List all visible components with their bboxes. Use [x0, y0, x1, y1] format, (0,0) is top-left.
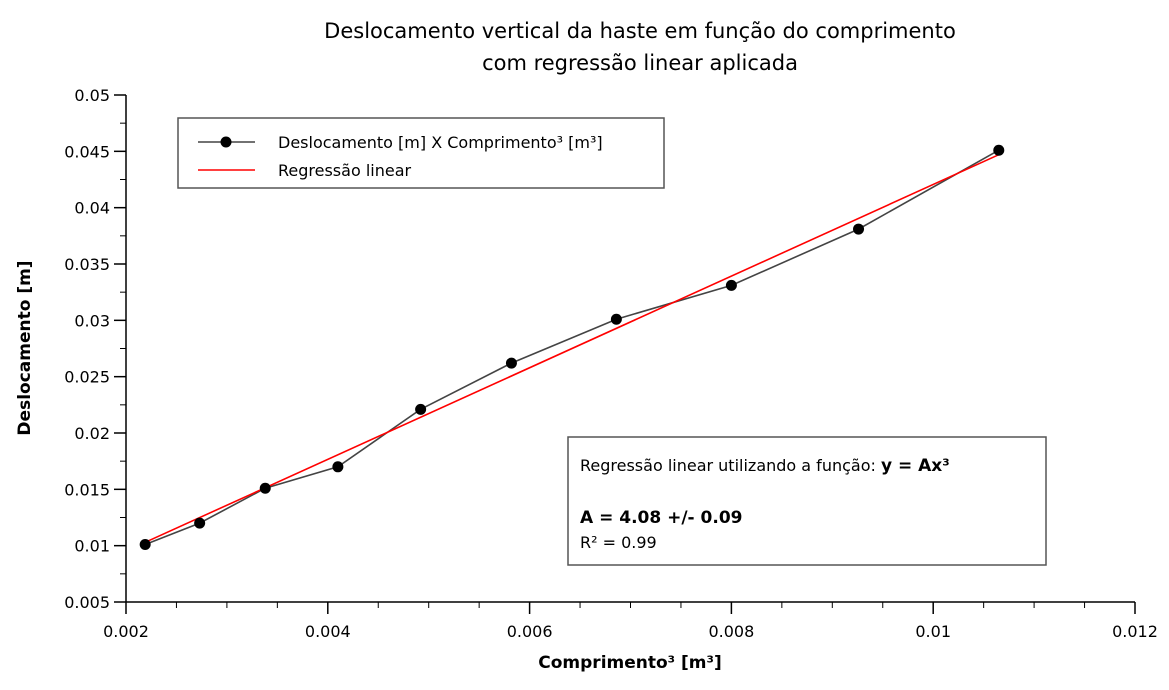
regression-info-box: Regressão linear utilizando a função: y … — [567, 436, 1047, 566]
y-tick-label: 0.05 — [74, 86, 110, 105]
x-axis-ticks: 0.002 0.004 0.006 0.008 0.01 0.012 — [103, 602, 1158, 641]
y-tick-label: 0.035 — [64, 255, 110, 274]
data-point — [139, 539, 151, 551]
data-point — [259, 482, 271, 494]
y-tick-label: 0.015 — [64, 480, 110, 499]
series-data-line — [144, 149, 1000, 546]
regression-function-prefix: Regressão linear utilizando a função: — [580, 456, 881, 475]
x-axis-label: Comprimento³ [m³] — [538, 653, 721, 673]
data-point — [194, 517, 206, 529]
data-point — [415, 403, 427, 415]
y-tick-label: 0.02 — [74, 424, 110, 443]
y-tick-label: 0.005 — [64, 593, 110, 612]
y-tick-label: 0.04 — [74, 199, 110, 218]
legend-label-regression: Regressão linear — [278, 161, 412, 180]
data-point — [725, 279, 737, 291]
data-point — [853, 223, 865, 235]
y-tick-label: 0.01 — [74, 537, 110, 556]
x-tick-label: 0.006 — [507, 622, 553, 641]
y-axis-ticks: 0.005 0.01 0.015 0.02 0.025 0.03 0.035 0.04 0.04… — [64, 86, 126, 612]
x-tick-label: 0.004 — [305, 622, 351, 641]
data-point — [610, 313, 622, 325]
regression-function-formula: y = Ax³ — [881, 456, 950, 476]
x-tick-label: 0.002 — [103, 622, 149, 641]
legend-marker-data — [220, 136, 232, 148]
x-tick-label: 0.01 — [915, 622, 951, 641]
regression-function-line: Regressão linear utilizando a função: y … — [580, 456, 950, 476]
data-point — [332, 461, 344, 473]
data-point — [505, 357, 517, 369]
legend-label-data: Deslocamento [m] X Comprimento³ [m³] — [278, 133, 603, 152]
data-point — [993, 144, 1005, 156]
legend-box — [177, 117, 665, 189]
y-axis-label: Deslocamento [m] — [15, 260, 35, 435]
chart-title-line-2: com regressão linear aplicada — [482, 51, 798, 75]
x-tick-label: 0.012 — [1112, 622, 1158, 641]
plot-area — [139, 144, 1005, 551]
legend: Deslocamento [m] X Comprimento³ [m³] Reg… — [177, 117, 665, 189]
y-tick-label: 0.03 — [74, 311, 110, 330]
chart-title: Deslocamento vertical da haste em função… — [324, 19, 956, 75]
series-regression-line — [144, 153, 1000, 544]
regression-r-squared: R² = 0.99 — [580, 533, 657, 552]
regression-info-border — [567, 436, 1047, 566]
y-tick-label: 0.025 — [64, 368, 110, 387]
chart-title-line-1: Deslocamento vertical da haste em função… — [324, 19, 956, 43]
y-tick-label: 0.045 — [64, 142, 110, 161]
x-tick-label: 0.008 — [708, 622, 754, 641]
regression-coefficient: A = 4.08 +/- 0.09 — [580, 508, 742, 528]
